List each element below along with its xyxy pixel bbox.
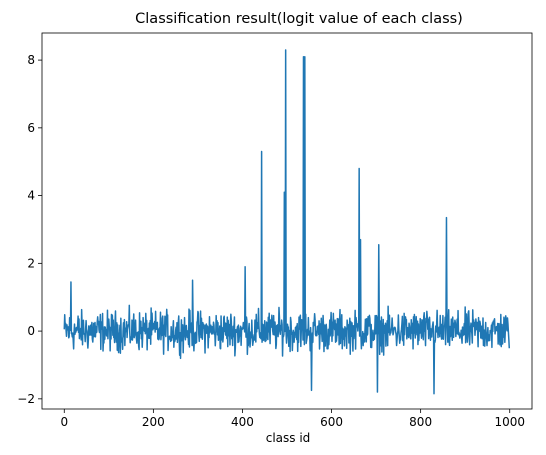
y-tick-label: 0 xyxy=(27,324,35,338)
y-tick-label: −2 xyxy=(17,392,35,406)
x-tick-label: 0 xyxy=(60,415,68,429)
y-tick-label: 4 xyxy=(27,189,35,203)
plot-area xyxy=(41,32,533,410)
y-tick-label: 6 xyxy=(27,121,35,135)
y-tick-label: 8 xyxy=(27,53,35,67)
x-tick-label: 1000 xyxy=(494,415,525,429)
axes-frame xyxy=(41,32,533,410)
x-tick-label: 400 xyxy=(231,415,254,429)
x-tick-label: 800 xyxy=(409,415,432,429)
x-axis-ticks: 0 200 400 600 800 1000 xyxy=(60,409,525,429)
series-line xyxy=(63,49,511,395)
y-tick-label: 2 xyxy=(27,256,35,270)
y-axis-ticks: −2 0 2 4 6 8 xyxy=(17,53,42,406)
chart-title: Classification result(logit value of eac… xyxy=(135,11,463,27)
x-axis-label: class id xyxy=(266,431,311,445)
x-tick-label: 200 xyxy=(142,415,165,429)
x-tick-label: 600 xyxy=(320,415,343,429)
